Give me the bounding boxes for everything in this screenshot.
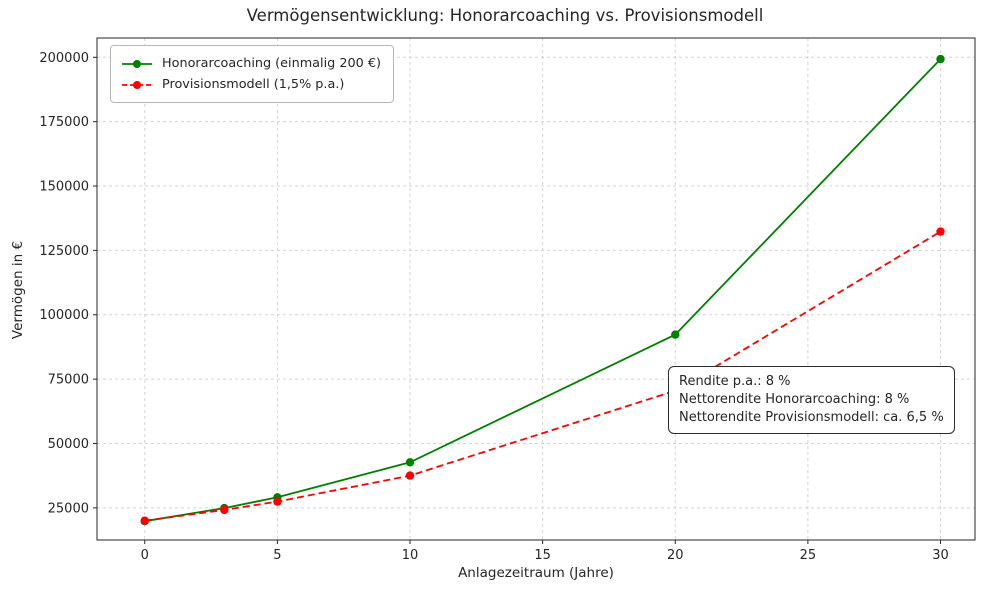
annotation-line: Nettorendite Provisionsmodell: ca. 6,5 % — [679, 409, 944, 425]
x-axis-label: Anlagezeitraum (Jahre) — [458, 565, 614, 581]
x-tick-label: 0 — [141, 548, 149, 563]
data-point — [936, 227, 945, 236]
data-point — [671, 330, 680, 339]
data-point — [140, 516, 149, 525]
annotation-line: Rendite p.a.: 8 % — [679, 374, 791, 389]
chart-title: Vermögensentwicklung: Honorarcoaching vs… — [246, 6, 764, 25]
legend-line-dashed-icon — [122, 80, 152, 89]
legend-label: Honorarcoaching (einmalig 200 €) — [162, 56, 381, 71]
legend-line-solid-icon — [122, 59, 152, 68]
y-tick-label: 75000 — [48, 373, 89, 388]
y-tick-label: 150000 — [39, 180, 89, 195]
y-tick-label: 125000 — [39, 244, 89, 259]
axes-spines — [96, 37, 976, 541]
gridlines — [97, 38, 975, 540]
y-tick-label: 25000 — [48, 501, 89, 516]
x-tick-label: 20 — [667, 548, 684, 563]
x-tick-label: 10 — [402, 548, 419, 563]
data-point — [405, 458, 415, 467]
x-tick-label: 25 — [800, 548, 817, 563]
y-tick-label: 175000 — [39, 115, 89, 130]
tick-labels: 0 5 10 15 20 25 30 25000 50000 75000 100000 125000 1… — [39, 51, 948, 563]
data-point — [220, 505, 229, 515]
x-tick-label: 30 — [932, 548, 949, 563]
data-point — [936, 54, 945, 64]
y-tick-label: 100000 — [39, 308, 89, 323]
legend-item-provisionsmodell: Provisionsmodell (1,5% p.a.) — [120, 74, 381, 95]
series-line — [144, 230, 941, 522]
legend-item-honorarcoaching: Honorarcoaching (einmalig 200 €) — [120, 53, 381, 74]
annotation-box: Rendite p.a.: 8 % Nettorendite Honorarco… — [668, 366, 955, 434]
x-tick-label: 15 — [534, 548, 551, 563]
series-line — [144, 58, 942, 523]
legend: Honorarcoaching (einmalig 200 €) Provisi… — [110, 45, 394, 103]
y-tick-label: 200000 — [39, 51, 89, 66]
x-tick-label: 5 — [273, 548, 281, 563]
legend-label: Provisionsmodell (1,5% p.a.) — [162, 77, 345, 92]
data-point — [273, 497, 282, 506]
tick-marks — [93, 56, 942, 544]
y-tick-label: 50000 — [48, 437, 89, 452]
y-axis-label: Vermögen in € — [10, 240, 26, 340]
data-point — [405, 471, 415, 480]
annotation-line: Nettorendite Honorarcoaching: 8 % — [679, 391, 910, 407]
